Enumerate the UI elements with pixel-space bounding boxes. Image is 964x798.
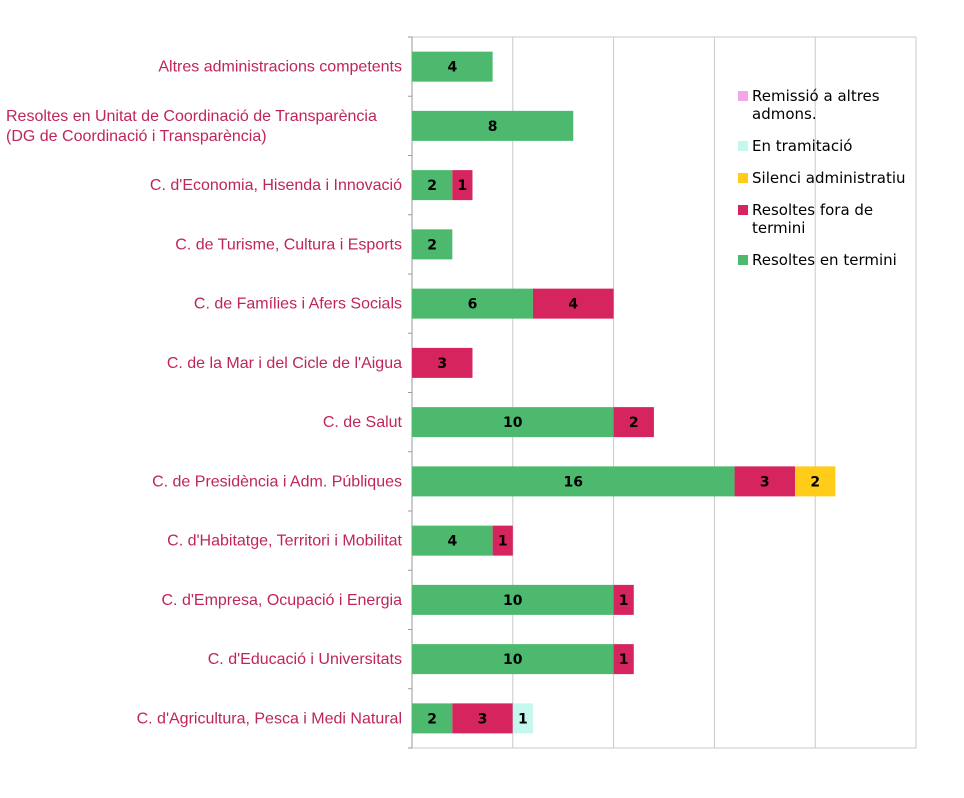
bar-value-label: 10	[503, 593, 523, 609]
bar-segment	[412, 110, 574, 141]
legend-swatch	[738, 255, 748, 265]
bar-value-label: 1	[518, 711, 528, 727]
bar-segment	[412, 703, 453, 734]
bar-value-label: 2	[427, 711, 437, 727]
bar-segment	[734, 466, 796, 497]
category-label: C. d'Empresa, Ocupació i Energia	[162, 592, 403, 609]
category-label: C. de Turisme, Cultura i Esports	[175, 236, 402, 253]
bar-segment	[412, 584, 614, 615]
bar-segment	[613, 407, 654, 438]
category-label: C. de la Mar i del Cicle de l'Aigua	[167, 355, 402, 372]
bar-segment	[412, 466, 735, 497]
legend-label: Silenci administratiu	[752, 169, 906, 187]
bar-value-label: 1	[458, 178, 468, 194]
bar-segment	[412, 51, 493, 82]
category-label: Altres administracions competents	[158, 59, 402, 76]
category-label: C. de Salut	[323, 414, 403, 431]
bar-segment	[795, 466, 836, 497]
legend-swatch	[738, 205, 748, 215]
bar-value-label: 4	[447, 534, 457, 550]
bar-segment	[613, 584, 634, 615]
category-label: Resoltes en Unitat de Coordinació de Tra…	[6, 108, 377, 145]
bar-segment	[412, 644, 614, 675]
bar-segment	[492, 525, 513, 556]
category-labels: Altres administracions competents Resolte…	[6, 59, 403, 728]
bar-value-label: 8	[488, 119, 498, 135]
bar-value-label: 1	[619, 593, 629, 609]
legend-label: Resoltes fora de termini	[752, 201, 873, 237]
bar-value-label: 2	[427, 178, 437, 194]
bar-segment	[512, 703, 533, 734]
bar-value-label: 2	[629, 415, 639, 431]
bar-segment	[412, 229, 453, 260]
bar-segment	[412, 525, 493, 556]
legend-swatch	[738, 141, 748, 151]
bar-segment	[412, 407, 614, 438]
category-label: C. d'Educació i Universitats	[208, 651, 402, 668]
category-label: C. d'Habitatge, Territori i Mobilitat	[167, 533, 402, 550]
bar-segment	[452, 170, 473, 201]
bar-segment	[412, 170, 453, 201]
bar-value-label: 3	[437, 356, 447, 372]
legend: Remissió a altres admons. En tramitació Sil…	[738, 87, 906, 269]
bar-value-label: 1	[498, 534, 508, 550]
legend-label: En tramitació	[752, 137, 852, 155]
legend-label: Resoltes en termini	[752, 251, 897, 269]
legend-label: Remissió a altres admons.	[752, 87, 880, 123]
bar-value-label: 3	[478, 711, 488, 727]
category-label: C. de Presidència i Adm. Públiques	[152, 473, 402, 490]
legend-swatch	[738, 173, 748, 183]
category-label: C. de Famílies i Afers Socials	[194, 296, 402, 313]
bar-value-label: 1	[619, 652, 629, 668]
bar-value-label: 10	[503, 415, 523, 431]
bar-value-label: 2	[810, 474, 820, 490]
bar-value-label: 10	[503, 652, 523, 668]
bar-value-label: 2	[427, 237, 437, 253]
legend-swatch	[738, 91, 748, 101]
bar-segment	[532, 288, 614, 319]
bars: 4 8 2 1 2 6 4 3 10 2 16 3 2 4 1 10 1 10 1 2 3 1	[412, 51, 836, 734]
bar-segment	[412, 288, 533, 319]
bar-segment	[613, 644, 634, 675]
plot-area	[408, 36, 916, 749]
category-label: C. d'Agricultura, Pesca i Medi Natural	[137, 710, 402, 727]
bar-segment	[452, 703, 513, 734]
bar-value-label: 4	[568, 297, 578, 313]
bar-value-label: 4	[447, 60, 457, 76]
category-label: C. d'Economia, Hisenda i Innovació	[150, 177, 402, 194]
bar-value-label: 16	[564, 474, 583, 490]
bar-value-label: 3	[760, 474, 770, 490]
bar-value-label: 6	[468, 297, 478, 313]
bar-segment	[412, 347, 473, 378]
